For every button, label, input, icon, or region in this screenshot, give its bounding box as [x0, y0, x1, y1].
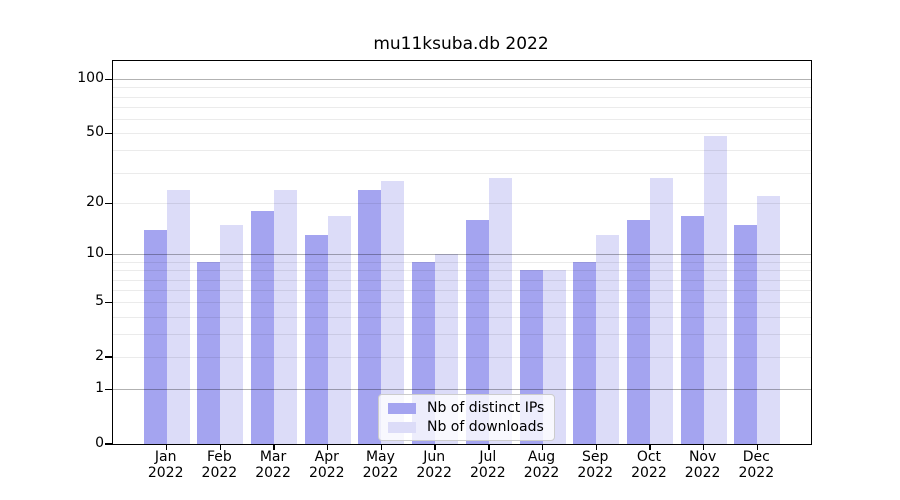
x-tick-label-feb: Feb 2022 — [201, 449, 238, 481]
y-tick-label-20: 20 — [86, 194, 104, 211]
x-tick-label-sep: Sep 2022 — [577, 449, 614, 481]
x-tick-label-aug: Aug 2022 — [523, 449, 560, 481]
bar-distinct-ips-may — [358, 189, 382, 444]
x-tick-mark-jun — [434, 444, 436, 450]
bar-distinct-ips-sep — [573, 262, 597, 444]
x-tick-mark-jul — [488, 444, 490, 450]
legend-label-downloads: Nb of downloads — [427, 419, 544, 435]
y-tick-mark-0 — [105, 443, 113, 445]
gridline-minor-5 — [113, 302, 811, 304]
x-tick-label-oct: Oct 2022 — [631, 449, 667, 481]
gridline-minor-6 — [113, 290, 811, 292]
legend-entry-distinct-ips: Nb of distinct IPs — [388, 400, 544, 416]
bar-downloads-oct — [649, 177, 673, 444]
bar-downloads-jan — [166, 189, 190, 444]
bar-distinct-ips-feb — [197, 262, 221, 444]
x-tick-mark-may — [380, 444, 383, 450]
bar-downloads-nov — [703, 136, 727, 444]
y-tick-mark-1 — [105, 388, 113, 390]
x-tick-label-mar: Mar 2022 — [255, 449, 291, 481]
gridline-minor-8 — [113, 270, 811, 272]
bar-downloads-dec — [757, 196, 781, 444]
y-tick-label-5: 5 — [95, 293, 104, 310]
x-tick-mark-aug — [541, 444, 544, 450]
x-tick-label-jul: Jul 2022 — [470, 449, 506, 481]
bar-downloads-mar — [274, 189, 298, 444]
y-tick-mark-5 — [105, 301, 113, 304]
bar-distinct-ips-mar — [251, 211, 275, 444]
gridline-minor-70 — [113, 107, 811, 109]
y-tick-label-100: 100 — [77, 70, 104, 87]
gridline-major-100 — [113, 79, 811, 81]
x-tick-label-jan: Jan 2022 — [147, 449, 184, 481]
bar-distinct-ips-oct — [626, 220, 650, 444]
y-tick-mark-10 — [105, 253, 113, 256]
y-tick-mark-20 — [105, 202, 113, 205]
gridline-minor-2 — [113, 357, 811, 359]
gridline-minor-90 — [113, 87, 811, 89]
y-tick-mark-50 — [105, 132, 113, 134]
gridline-minor-30 — [113, 172, 811, 174]
gridline-minor-50 — [113, 133, 811, 135]
bar-downloads-feb — [220, 224, 244, 444]
bar-distinct-ips-jul — [465, 220, 489, 444]
legend-box: Nb of distinct IPs Nb of downloads — [378, 394, 556, 441]
y-tick-label-2: 2 — [95, 348, 104, 365]
legend-swatch-downloads-icon — [388, 421, 416, 433]
x-tick-mark-dec — [756, 444, 758, 450]
bar-downloads-jul — [488, 177, 512, 444]
gridline-minor-4 — [113, 316, 811, 318]
y-tick-label-10: 10 — [86, 245, 104, 262]
bar-distinct-ips-dec — [734, 224, 758, 444]
x-tick-mark-mar — [273, 444, 275, 450]
x-tick-label-may: May 2022 — [362, 449, 399, 481]
legend-label-distinct-ips: Nb of distinct IPs — [427, 400, 545, 416]
bar-downloads-may — [381, 180, 405, 444]
legend-entry-downloads: Nb of downloads — [388, 419, 544, 435]
gridline-minor-9 — [113, 262, 811, 263]
x-tick-mark-nov — [702, 444, 705, 450]
gridline-minor-3 — [113, 334, 811, 336]
x-tick-label-nov: Nov 2022 — [684, 449, 721, 481]
x-tick-label-dec: Dec 2022 — [738, 449, 775, 481]
x-tick-label-apr: Apr 2022 — [308, 449, 345, 481]
y-tick-mark-100 — [105, 78, 113, 80]
bar-downloads-apr — [327, 215, 351, 444]
x-tick-mark-sep — [595, 444, 597, 450]
gridline-minor-60 — [113, 119, 811, 121]
y-tick-label-50: 50 — [86, 124, 104, 141]
gridline-minor-20 — [113, 203, 811, 205]
bar-distinct-ips-apr — [304, 235, 328, 444]
x-tick-mark-oct — [649, 444, 651, 450]
y-tick-label-0: 0 — [95, 435, 104, 451]
chart-title: mu11ksuba.db 2022 — [373, 34, 549, 54]
x-tick-mark-feb — [219, 444, 222, 450]
gridline-major-10 — [113, 254, 811, 256]
plot-area: Nb of distinct IPs Nb of downloads — [105, 60, 812, 450]
bar-distinct-ips-jan — [143, 229, 167, 444]
legend-swatch-distinct-ips-icon — [388, 402, 416, 414]
gridline-minor-40 — [113, 150, 811, 152]
gridline-major-1 — [113, 389, 811, 391]
gridline-minor-80 — [113, 96, 811, 98]
bar-distinct-ips-nov — [680, 215, 704, 444]
x-tick-label-jun: Jun 2022 — [416, 449, 452, 481]
bar-downloads-sep — [596, 235, 620, 444]
y-tick-mark-2 — [105, 356, 113, 358]
x-tick-mark-jan — [165, 444, 168, 450]
y-tick-label-1: 1 — [95, 380, 104, 397]
x-tick-mark-apr — [327, 444, 329, 450]
gridline-minor-7 — [113, 279, 811, 281]
